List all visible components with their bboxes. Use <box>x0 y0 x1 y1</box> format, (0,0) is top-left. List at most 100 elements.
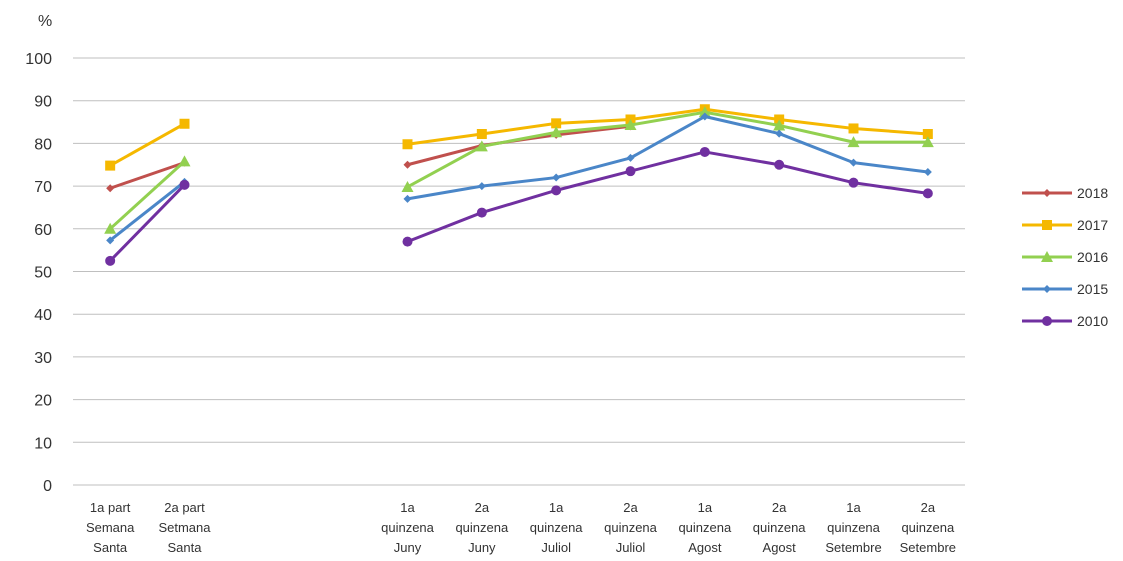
y-tick-label: 80 <box>34 136 52 153</box>
data-point <box>179 179 190 190</box>
data-point <box>847 136 860 148</box>
series-lines <box>104 104 934 266</box>
series-2017 <box>105 104 933 171</box>
x-tick-label: Santa <box>168 540 203 555</box>
x-tick-label: quinzena <box>455 520 509 535</box>
y-axis-unit-label: % <box>38 13 52 30</box>
data-point <box>178 155 191 167</box>
x-tick-label: 1a <box>846 500 861 515</box>
series-line <box>407 124 631 167</box>
legend-label: 2017 <box>1077 217 1108 233</box>
data-point <box>179 118 190 129</box>
data-point <box>402 139 413 150</box>
y-tick-label: 100 <box>25 51 52 68</box>
y-tick-label: 0 <box>43 478 52 495</box>
x-tick-label: 1a <box>549 500 564 515</box>
y-tick-label: 40 <box>34 307 52 324</box>
legend-item-2016: 2016 <box>1022 249 1108 265</box>
series-2016 <box>104 106 934 234</box>
data-point <box>1043 189 1051 197</box>
data-point <box>923 168 932 177</box>
series-line <box>109 183 186 262</box>
x-tick-label: Setembre <box>900 540 956 555</box>
y-tick-label: 90 <box>34 94 52 111</box>
x-tick-label: quinzena <box>901 520 955 535</box>
data-point <box>552 173 561 182</box>
data-point <box>105 255 116 266</box>
x-tick-label: 2a <box>623 500 638 515</box>
legend-item-2018: 2018 <box>1022 185 1108 201</box>
data-point <box>477 182 486 191</box>
data-point <box>402 236 413 247</box>
x-tick-label: 2a <box>475 500 490 515</box>
data-point <box>105 160 116 171</box>
data-point <box>700 112 709 121</box>
x-tick-label: quinzena <box>604 520 658 535</box>
x-tick-label: 2a <box>921 500 936 515</box>
data-point <box>106 184 115 193</box>
x-tick-label: quinzena <box>678 520 732 535</box>
series-2010 <box>105 146 933 266</box>
x-tick-label: quinzena <box>827 520 881 535</box>
x-tick-label: quinzena <box>381 520 435 535</box>
data-point <box>106 236 115 245</box>
legend-label: 2016 <box>1077 249 1108 265</box>
data-point <box>624 119 637 131</box>
series-line <box>406 150 929 244</box>
x-tick-label: 2a <box>772 500 787 515</box>
y-axis-ticks: 0 10 20 30 40 50 60 70 80 90 100 <box>25 51 52 495</box>
x-tick-label: quinzena <box>530 520 584 535</box>
data-point <box>922 188 933 199</box>
data-point <box>626 153 635 162</box>
legend-label: 2015 <box>1077 281 1108 297</box>
data-point <box>403 160 412 169</box>
y-tick-label: 50 <box>34 265 52 282</box>
legend-item-2010: 2010 <box>1022 313 1108 329</box>
data-point <box>104 222 117 234</box>
x-tick-label: Agost <box>688 540 722 555</box>
data-point <box>699 146 710 157</box>
series-line <box>407 114 929 201</box>
legend-label: 2010 <box>1077 313 1108 329</box>
data-point <box>551 118 562 129</box>
data-point <box>848 123 859 134</box>
data-point <box>698 106 711 118</box>
data-point <box>476 207 487 218</box>
x-tick-label: Juliol <box>616 540 646 555</box>
gridlines <box>73 57 965 486</box>
legend-item-2015: 2015 <box>1022 281 1108 297</box>
series-line <box>109 161 185 190</box>
x-tick-label: Juny <box>468 540 496 555</box>
y-tick-label: 70 <box>34 179 52 196</box>
data-point <box>849 158 858 167</box>
series-line <box>109 122 186 167</box>
series-line <box>406 110 928 189</box>
data-point <box>625 166 636 177</box>
data-point <box>475 140 488 152</box>
x-tick-label: Semana <box>86 520 135 535</box>
x-axis-category-labels: 1a part Semana Santa 2a part Setmana Santa 1a q… <box>86 500 956 555</box>
data-point <box>1043 285 1051 293</box>
y-tick-label: 20 <box>34 393 52 410</box>
data-point <box>773 119 786 131</box>
y-tick-label: 10 <box>34 435 52 452</box>
x-tick-label: Santa <box>93 540 128 555</box>
x-tick-label: 1a <box>698 500 713 515</box>
y-tick-label: 30 <box>34 350 52 367</box>
x-tick-label: 1a part <box>90 500 131 515</box>
x-tick-label: 2a part <box>164 500 205 515</box>
data-point <box>551 185 562 196</box>
x-tick-label: 1a <box>400 500 415 515</box>
legend-label: 2018 <box>1077 185 1108 201</box>
data-point <box>922 129 933 140</box>
x-tick-label: quinzena <box>753 520 807 535</box>
x-tick-label: Agost <box>763 540 797 555</box>
data-point <box>775 129 784 138</box>
data-point <box>550 126 563 138</box>
data-point <box>1042 220 1052 230</box>
data-point <box>403 194 412 203</box>
x-tick-label: Setembre <box>825 540 881 555</box>
series-line <box>407 107 928 146</box>
legend: 2018 2017 2016 2015 2010 <box>1022 185 1108 329</box>
